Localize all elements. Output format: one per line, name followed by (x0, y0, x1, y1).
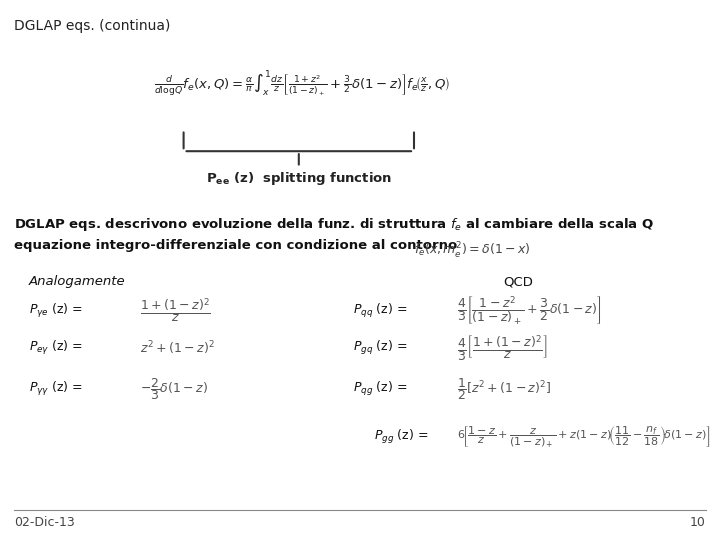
Text: $\dfrac{1+(1-z)^2}{z}$: $\dfrac{1+(1-z)^2}{z}$ (140, 296, 212, 325)
Text: Analogamente: Analogamente (29, 275, 125, 288)
Text: $\dfrac{4}{3}\left[\dfrac{1-z^2}{(1-z)_+}+\dfrac{3}{2}\delta(1-z)\right]$: $\dfrac{4}{3}\left[\dfrac{1-z^2}{(1-z)_+… (457, 294, 602, 327)
Text: $\dfrac{4}{3}\left[\dfrac{1+(1-z)^2}{z}\right]$: $\dfrac{4}{3}\left[\dfrac{1+(1-z)^2}{z}\… (457, 333, 548, 363)
Text: 02-Dic-13: 02-Dic-13 (14, 516, 75, 529)
Text: 10: 10 (690, 516, 706, 529)
Text: $P_{gq}$ (z) =: $P_{gq}$ (z) = (353, 339, 408, 357)
Text: DGLAP eqs. (continua): DGLAP eqs. (continua) (14, 19, 171, 33)
Text: $\dfrac{1}{2}\left[z^2+(1-z)^2\right]$: $\dfrac{1}{2}\left[z^2+(1-z)^2\right]$ (457, 376, 552, 402)
Text: $f_e(x, m_e^2) = \delta(1-x)$: $f_e(x, m_e^2) = \delta(1-x)$ (414, 241, 531, 261)
Text: $P_{\gamma e}$ (z) =: $P_{\gamma e}$ (z) = (29, 301, 83, 320)
Text: $-\dfrac{2}{3}\delta(1-z)$: $-\dfrac{2}{3}\delta(1-z)$ (140, 376, 209, 402)
Text: $P_{qg}$ (z) =: $P_{qg}$ (z) = (353, 380, 408, 398)
Text: $6\!\left[\dfrac{1-z}{z}+\dfrac{z}{(1-z)_+}+z(1-z)\!\left(\dfrac{11}{12}-\dfrac{: $6\!\left[\dfrac{1-z}{z}+\dfrac{z}{(1-z)… (457, 425, 711, 450)
Text: $P_{gg}$ (z) =: $P_{gg}$ (z) = (374, 428, 429, 447)
Text: $P_{\gamma\gamma}$ (z) =: $P_{\gamma\gamma}$ (z) = (29, 380, 83, 398)
Text: QCD: QCD (503, 275, 534, 288)
Text: $P_{qq}$ (z) =: $P_{qq}$ (z) = (353, 301, 408, 320)
Text: DGLAP eqs. descrivono evoluzione della funz. di struttura $f_e$ al cambiare dell: DGLAP eqs. descrivono evoluzione della f… (14, 216, 654, 233)
Text: $z^2+(1-z)^2$: $z^2+(1-z)^2$ (140, 340, 215, 357)
Text: $\mathbf{P_{ee}}$ $\mathbf{(z)}$  $\mathbf{splitting\ function}$: $\mathbf{P_{ee}}$ $\mathbf{(z)}$ $\mathb… (206, 170, 392, 187)
Text: $\frac{d}{d\mathrm{log}Q}f_e(x,Q) = \frac{\alpha}{\pi}\int_x^1\frac{dz}{z}\left[: $\frac{d}{d\mathrm{log}Q}f_e(x,Q) = \fra… (154, 69, 451, 99)
Text: equazione integro-differenziale con condizione al contorno: equazione integro-differenziale con cond… (14, 239, 458, 252)
Text: $P_{e\gamma}$ (z) =: $P_{e\gamma}$ (z) = (29, 339, 83, 357)
